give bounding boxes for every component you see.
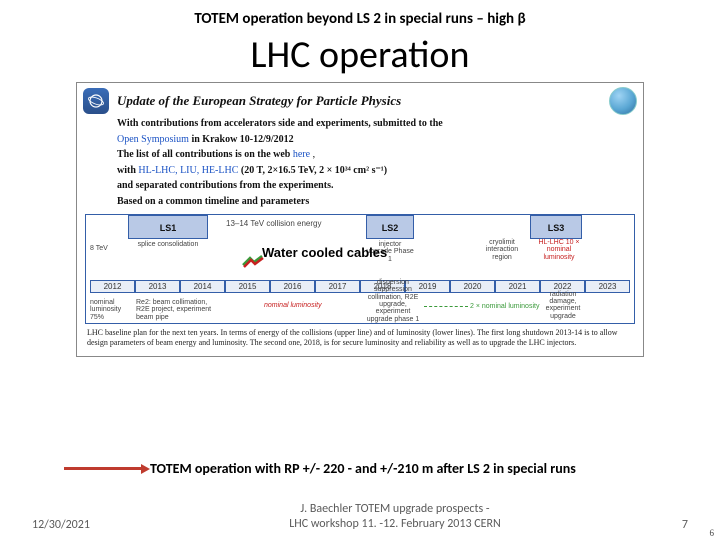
year-cell: 2023 [585, 280, 630, 293]
figure-line-2b: in Krakow 10-12/9/2012 [189, 134, 294, 145]
figure-line-3a: The list of all contributions is on the … [117, 149, 293, 160]
cryolimit-label: cryolimit interaction region [478, 239, 526, 261]
year-cell: 2015 [225, 280, 270, 293]
figure-line-1: With contributions from accelerators sid… [117, 118, 637, 131]
figure-caption: LHC baseline plan for the next ten years… [87, 328, 633, 348]
bottom-arrow-row: TOTEM operation with RP +/- 220 - and +/… [64, 460, 576, 477]
main-title: LHC operation [0, 28, 720, 82]
slide-footer: 12/30/2021 J. Baechler TOTEM upgrade pro… [0, 502, 720, 532]
embedded-figure: Update of the European Strategy for Part… [76, 82, 644, 357]
2x-lum-label: 2 × nominal luminosity [470, 303, 539, 310]
footer-slide-number: 7 [648, 518, 688, 532]
hl-lhc-link: HL-LHC, LIU, HE-LHC [138, 165, 238, 176]
year-cell: 2012 [90, 280, 135, 293]
nominal-lum-label: nominal luminosity [264, 302, 322, 309]
top-energy-label: 13–14 TeV collision energy [226, 219, 321, 228]
footer-credit-l2: LHC workshop 11. -12. February 2013 CERN [289, 517, 501, 531]
figure-line-4c: (20 T, 2×16.5 TeV, 2 × 10³⁴ cm² s⁻¹) [238, 165, 387, 176]
ls3-block: LS3 [530, 215, 582, 239]
figure-title: Update of the European Strategy for Part… [117, 93, 401, 109]
water-cooled-annotation: Water cooled cables [262, 245, 387, 260]
bottom-left-label: Re2: beam collimation, R2E project, expe… [136, 299, 212, 321]
footer-date: 12/30/2021 [32, 518, 142, 532]
figure-line-2: Open Symposium in Krakow 10-12/9/2012 [117, 134, 637, 147]
figure-title-row: Update of the European Strategy for Part… [83, 87, 637, 115]
green-dash-icon [424, 306, 468, 307]
bottom-statement: TOTEM operation with RP +/- 220 - and +/… [150, 460, 576, 477]
hl-lum-label: HL-LHC 10 × nominal luminosity [534, 239, 584, 261]
figure-line-4: with HL-LHC, LIU, HE-LHC (20 T, 2×16.5 T… [117, 165, 637, 178]
open-symposium-link: Open Symposium [117, 134, 189, 145]
here-link: here [293, 149, 313, 160]
footer-credit: J. Baechler TOTEM upgrade prospects - LH… [142, 502, 648, 532]
left-energy: 8 TeV [90, 245, 124, 252]
year-cell: 2013 [135, 280, 180, 293]
timeline-diagram: 13–14 TeV collision energy LS1 LS2 LS3 8… [85, 214, 635, 324]
ls1-block: LS1 [128, 215, 208, 239]
globe-icon [609, 87, 637, 115]
year-cell: 2017 [315, 280, 360, 293]
year-cell: 2014 [180, 280, 225, 293]
figure-line-5: and separated contributions from the exp… [117, 180, 637, 193]
bottom-mid-label: dispersion suppression collimation, R2E … [362, 279, 424, 323]
figure-line-3: The list of all contributions is on the … [117, 149, 637, 162]
year-cell: 2016 [270, 280, 315, 293]
figure-line-4a: with [117, 165, 138, 176]
subtitle-header: TOTEM operation beyond LS 2 in special r… [0, 0, 720, 28]
brush-mark-icon [242, 255, 264, 269]
splice-label: splice consolidation [136, 241, 200, 248]
footer-credit-l1: J. Baechler TOTEM upgrade prospects - [300, 502, 489, 516]
year-cell: 2021 [495, 280, 540, 293]
year-cell: 2020 [450, 280, 495, 293]
cern-logo-icon [83, 88, 109, 114]
figure-line-3c: , [313, 149, 316, 160]
bottom-right-label: radiation damage, experiment upgrade [538, 291, 588, 320]
lum-left-label: nominal luminosity 75% [90, 299, 130, 321]
red-arrow-icon [64, 467, 144, 470]
figure-line-6: Based on a common timeline and parameter… [117, 196, 637, 209]
ls2-block: LS2 [366, 215, 414, 239]
